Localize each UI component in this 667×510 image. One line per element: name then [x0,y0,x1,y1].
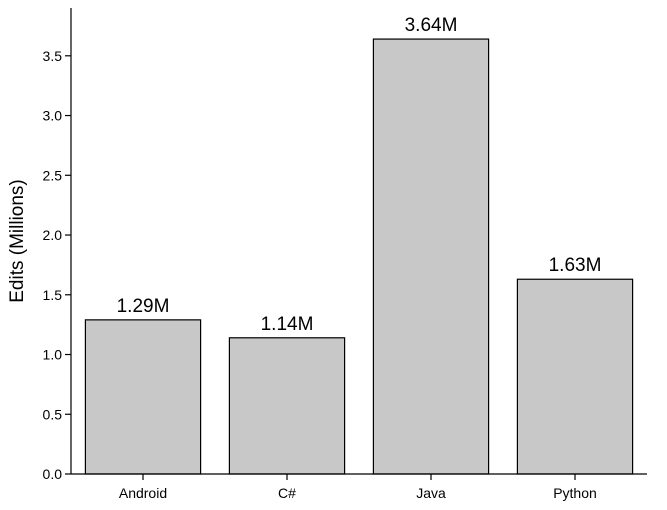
x-tick-label: Python [553,485,597,501]
y-tick-label: 0.0 [43,466,63,482]
bar [228,337,346,475]
y-tick-label: 1.5 [43,287,63,303]
x-tick-label: C# [278,485,296,501]
y-tick-label: 1.0 [43,347,63,363]
y-axis-title: Edits (Millions) [7,179,28,303]
x-tick-label: Android [119,485,167,501]
data-label: 1.63M [549,255,602,276]
x-tick-labels-layer: Android C# Java Python [119,474,597,501]
y-tick-label: 2.5 [43,167,63,183]
data-label: 3.64M [405,15,458,36]
x-tick-label: Java [416,485,446,501]
data-label: 1.14M [261,314,314,335]
data-labels-layer: 1.29M 1.14M 3.64M 1.63M [117,15,602,335]
bar [516,278,634,475]
y-tick-label: 3.0 [43,108,63,124]
bar [372,38,490,475]
bar [84,319,202,475]
y-tick-label: 3.5 [43,48,63,64]
data-label: 1.29M [117,296,170,317]
bars-layer [84,38,634,475]
y-ticks-layer: 0.0 0.5 1.0 1.5 2.0 2.5 3.0 3.5 [43,48,71,482]
y-tick-label: 0.5 [43,406,63,422]
y-tick-label: 2.0 [43,227,63,243]
